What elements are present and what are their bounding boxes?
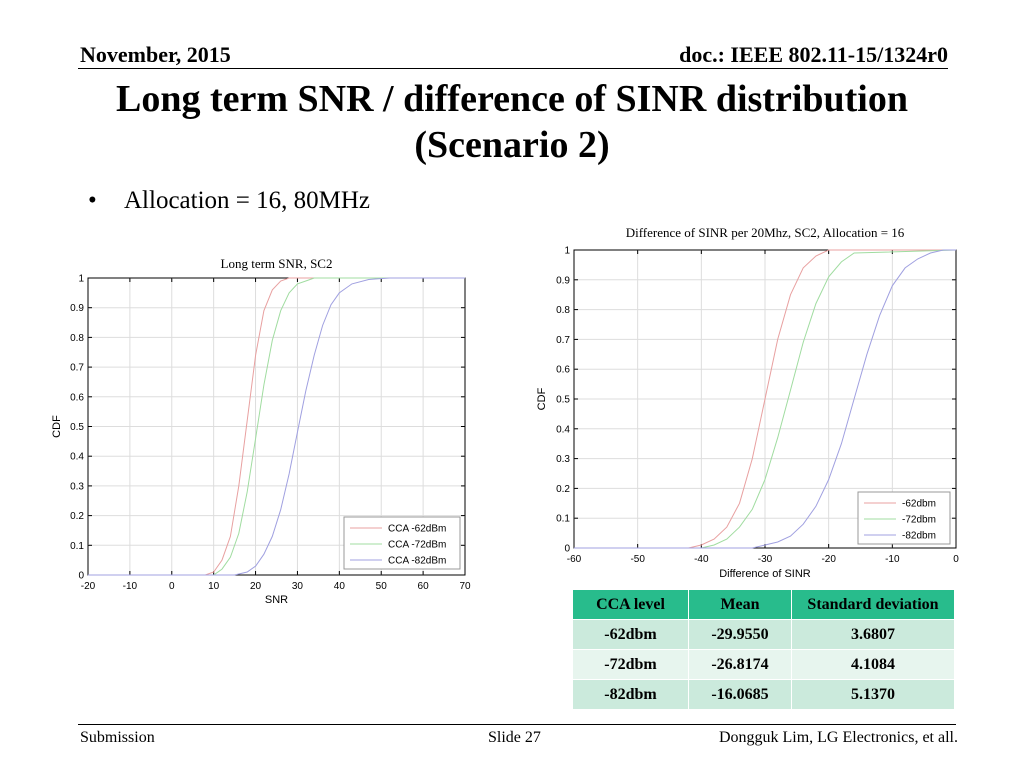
x-tick-label: 0 — [953, 554, 959, 565]
stats-table: CCA level Mean Standard deviation -62dbm… — [572, 589, 955, 710]
footer-slide-number: Slide 27 — [488, 729, 541, 746]
x-tick-label: 70 — [459, 581, 471, 592]
footer-divider — [78, 724, 956, 725]
footer-author: Dongguk Lim, LG Electronics, et all. — [718, 729, 958, 746]
header-divider — [78, 68, 948, 69]
y-tick-label: 0.6 — [70, 392, 84, 403]
series-line-3 — [574, 249, 956, 549]
bullet-text: Allocation = 16, 80MHz — [124, 187, 371, 214]
x-tick-label: -10 — [885, 554, 900, 565]
stats-cell-mean: -16.0685 — [688, 679, 792, 710]
series-line-1 — [88, 277, 465, 576]
chart-title: Difference of SINR per 20Mhz, SC2, Alloc… — [626, 225, 905, 240]
y-tick-label: 1 — [564, 246, 570, 257]
series-line-2 — [574, 249, 957, 549]
stats-header-mean: Mean — [688, 589, 792, 620]
y-tick-label: 0.1 — [556, 514, 570, 525]
y-tick-label: 0.9 — [70, 303, 84, 314]
stats-cell-std: 5.1370 — [791, 679, 955, 710]
y-tick-label: 0.2 — [70, 511, 84, 522]
y-tick-label: 0.7 — [556, 335, 570, 346]
stats-cell-cca: -62dbm — [572, 619, 689, 650]
stats-header-std: Standard deviation — [791, 589, 955, 620]
y-tick-label: 0.1 — [70, 541, 84, 552]
bullet-item: • Allocation = 16, 80MHz — [88, 187, 370, 215]
slide-title: Long term SNR / difference of SINR distr… — [0, 76, 1024, 168]
y-tick-label: 0.5 — [70, 422, 84, 433]
x-tick-label: 10 — [208, 581, 220, 592]
slide-title-line2: (Scenario 2) — [414, 124, 610, 166]
legend-label: -62dbm — [902, 499, 936, 510]
x-tick-label: -60 — [567, 554, 582, 565]
stats-cell-mean: -26.8174 — [688, 649, 792, 680]
x-tick-label: -20 — [81, 581, 96, 592]
y-tick-label: 0.4 — [556, 424, 570, 435]
y-tick-label: 0.8 — [70, 333, 84, 344]
header-doc-id: doc.: IEEE 802.11-15/1324r0 — [679, 42, 948, 67]
x-axis-label: Difference of SINR — [719, 568, 811, 580]
stats-header-cca-level: CCA level — [572, 589, 689, 620]
x-tick-label: -20 — [821, 554, 836, 565]
header-date: November, 2015 — [80, 42, 231, 67]
stats-cell-cca: -72dbm — [572, 649, 689, 680]
legend-box — [343, 516, 461, 570]
y-tick-label: 0.5 — [556, 395, 570, 406]
x-tick-label: 40 — [334, 581, 346, 592]
y-tick-label: 0.4 — [70, 452, 84, 463]
x-tick-label: 60 — [418, 581, 430, 592]
x-tick-label: -30 — [758, 554, 773, 565]
plot-area — [573, 249, 957, 549]
legend-box — [857, 491, 951, 545]
stats-cell-cca: -82dbm — [572, 679, 689, 710]
x-tick-label: 20 — [250, 581, 262, 592]
stats-cell-mean: -29.9550 — [688, 619, 792, 650]
legend-label: CCA -72dBm — [388, 540, 446, 551]
legend-label: -82dbm — [902, 531, 936, 542]
y-tick-label: 0.3 — [70, 481, 84, 492]
series-line-2 — [88, 277, 465, 576]
stats-table-header-row: CCA level Mean Standard deviation — [572, 589, 955, 620]
y-tick-label: 0.8 — [556, 305, 570, 316]
stats-cell-std: 3.6807 — [791, 619, 955, 650]
x-tick-label: 0 — [169, 581, 175, 592]
plot-area — [87, 277, 466, 576]
y-tick-label: 0 — [564, 544, 570, 555]
x-tick-label: -10 — [123, 581, 138, 592]
y-tick-label: 0.9 — [556, 275, 570, 286]
stats-cell-std: 4.1084 — [791, 649, 955, 680]
x-axis-label: SNR — [265, 594, 288, 606]
slide-title-line1: Long term SNR / difference of SINR distr… — [115, 78, 908, 120]
x-tick-label: -40 — [694, 554, 709, 565]
table-row: -72dbm -26.8174 4.1084 — [572, 649, 955, 680]
y-tick-label: 0.6 — [556, 365, 570, 376]
y-tick-label: 0 — [78, 571, 84, 582]
table-row: -62dbm -29.9550 3.6807 — [572, 619, 955, 650]
table-row: -82dbm -16.0685 5.1370 — [572, 679, 955, 710]
y-tick-label: 0.7 — [70, 363, 84, 374]
series-line-1 — [574, 249, 956, 549]
series-line-3 — [88, 277, 465, 576]
x-tick-label: 50 — [376, 581, 388, 592]
y-tick-label: 1 — [78, 274, 84, 285]
y-axis-label: CDF — [536, 387, 548, 410]
x-tick-label: 30 — [292, 581, 304, 592]
y-tick-label: 0.3 — [556, 454, 570, 465]
legend-label: -72dbm — [902, 515, 936, 526]
bullet-icon: • — [88, 187, 97, 214]
legend-label: CCA -82dBm — [388, 556, 446, 567]
x-tick-label: -50 — [630, 554, 645, 565]
legend-label: CCA -62dBm — [388, 524, 446, 535]
footer-submission: Submission — [80, 729, 155, 746]
y-axis-label: CDF — [51, 415, 63, 438]
y-tick-label: 0.2 — [556, 484, 570, 495]
chart-title: Long term SNR, SC2 — [221, 256, 333, 271]
